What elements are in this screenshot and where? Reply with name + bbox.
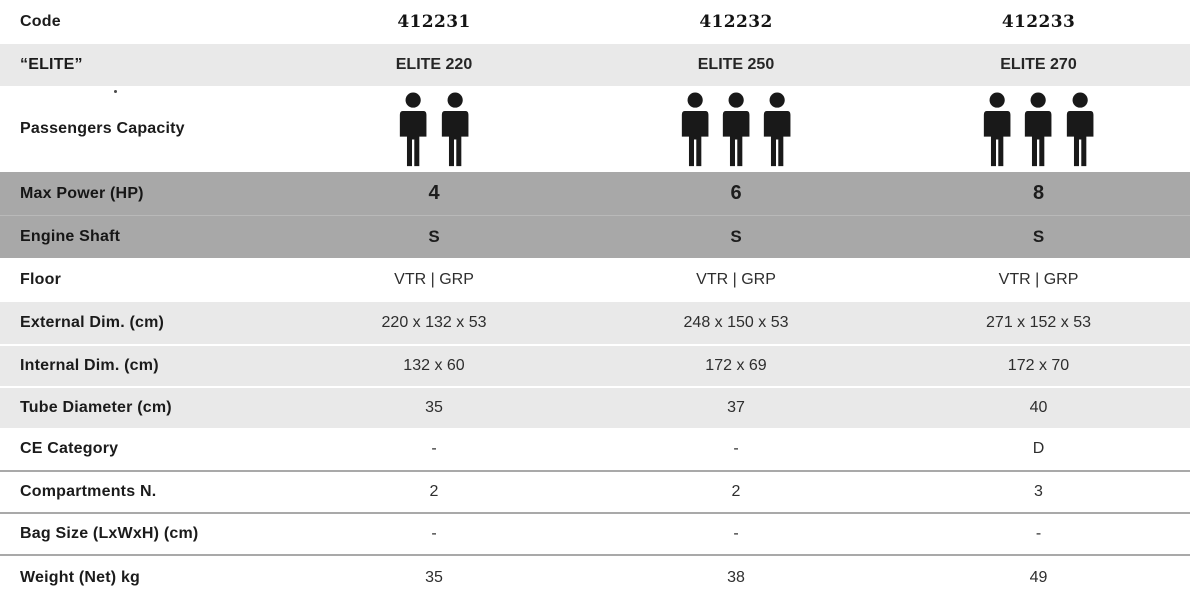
floor-value-col2: VTR | GRP xyxy=(696,271,776,288)
floor-value-col1: VTR | GRP xyxy=(394,271,474,288)
tube-diameter-value-col2: 37 xyxy=(727,399,745,416)
table-row-bag-size: Bag Size (LxWxH) (cm) - - - xyxy=(0,512,1190,554)
ce-category-value-col1: - xyxy=(431,440,437,457)
compartments-value-col3: 3 xyxy=(1034,483,1043,500)
passenger-person-icon xyxy=(761,92,793,168)
row-label-model: “ELITE” xyxy=(20,56,83,73)
floor-value-col3: VTR | GRP xyxy=(998,271,1079,288)
compartments-value-col2: 2 xyxy=(731,483,741,500)
table-row-model: “ELITE” ELITE 220 ELITE 250 ELITE 270 xyxy=(0,44,1190,86)
stray-dot-artifact xyxy=(114,90,117,93)
weight-value-col1: 35 xyxy=(425,568,443,586)
weight-value-col3: 49 xyxy=(1029,568,1048,586)
table-row-tube-diameter: Tube Diameter (cm) 35 37 40 xyxy=(0,386,1190,428)
table-row-floor: Floor VTR | GRP VTR | GRP VTR | GRP xyxy=(0,258,1190,302)
code-value-col1: 412231 xyxy=(397,12,471,32)
engine-shaft-value-col3: S xyxy=(1032,227,1045,246)
compartments-value-col1: 2 xyxy=(429,483,439,500)
engine-shaft-value-col1: S xyxy=(428,227,440,246)
row-label-external-dim: External Dim. (cm) xyxy=(20,314,165,331)
row-label-ce-category: CE Category xyxy=(20,440,119,457)
passenger-person-icon xyxy=(1022,92,1054,168)
passengers-icons-col1 xyxy=(283,86,585,172)
max-power-value-col1: 4 xyxy=(428,182,440,204)
row-label-tube-diameter: Tube Diameter (cm) xyxy=(20,399,172,416)
passenger-person-icon xyxy=(679,92,711,168)
passenger-person-icon xyxy=(439,92,471,168)
ce-category-value-col2: - xyxy=(733,440,739,457)
engine-shaft-value-col2: S xyxy=(730,227,742,246)
code-value-col2: 412232 xyxy=(699,12,773,32)
model-value-col2: ELITE 250 xyxy=(697,56,775,73)
code-value-col3: 412233 xyxy=(1001,12,1076,32)
passenger-person-icon xyxy=(720,92,752,168)
max-power-value-col3: 8 xyxy=(1032,182,1045,204)
table-row-weight: Weight (Net) kg 35 38 49 xyxy=(0,554,1190,599)
ce-category-value-col3: D xyxy=(1032,440,1045,457)
passengers-icons-col3 xyxy=(887,86,1190,172)
table-row-ce-category: CE Category - - D xyxy=(0,428,1190,470)
internal-dim-value-col3: 172 x 70 xyxy=(1007,357,1070,374)
external-dim-value-col2: 248 x 150 x 53 xyxy=(683,314,789,331)
row-label-code: Code xyxy=(20,13,61,30)
passengers-icons-col2 xyxy=(585,86,887,172)
model-value-col1: ELITE 220 xyxy=(395,56,473,73)
table-row-external-dim: External Dim. (cm) 220 x 132 x 53 248 x … xyxy=(0,302,1190,344)
bag-size-value-col2: - xyxy=(733,525,739,542)
tube-diameter-value-col3: 40 xyxy=(1029,399,1048,416)
passenger-person-icon xyxy=(981,92,1013,168)
row-label-weight: Weight (Net) kg xyxy=(20,568,141,586)
passenger-person-icon xyxy=(397,92,429,168)
weight-value-col2: 38 xyxy=(727,568,745,586)
internal-dim-value-col2: 172 x 69 xyxy=(705,357,767,374)
table-row-max-power: Max Power (HP) 4 6 8 xyxy=(0,172,1190,215)
row-label-compartments: Compartments N. xyxy=(20,483,157,500)
row-label-bag-size: Bag Size (LxWxH) (cm) xyxy=(20,525,199,542)
bag-size-value-col3: - xyxy=(1035,525,1042,542)
passenger-person-icon xyxy=(1064,92,1096,168)
row-label-max-power: Max Power (HP) xyxy=(20,184,144,202)
table-row-engine-shaft: Engine Shaft S S S xyxy=(0,215,1190,258)
table-row-compartments: Compartments N. 2 2 3 xyxy=(0,470,1190,512)
external-dim-value-col3: 271 x 152 x 53 xyxy=(986,314,1091,331)
row-label-engine-shaft: Engine Shaft xyxy=(20,228,121,245)
row-label-floor: Floor xyxy=(20,271,61,288)
model-value-col3: ELITE 270 xyxy=(1000,56,1077,73)
row-label-passengers: Passengers Capacity xyxy=(20,120,185,137)
external-dim-value-col1: 220 x 132 x 53 xyxy=(381,314,487,331)
table-row-code: Code 412231 412232 412233 xyxy=(0,0,1190,44)
row-label-internal-dim: Internal Dim. (cm) xyxy=(20,357,159,374)
bag-size-value-col1: - xyxy=(431,525,437,542)
internal-dim-value-col1: 132 x 60 xyxy=(403,357,465,374)
tube-diameter-value-col1: 35 xyxy=(425,399,443,416)
table-row-internal-dim: Internal Dim. (cm) 132 x 60 172 x 69 172… xyxy=(0,344,1190,386)
max-power-value-col2: 6 xyxy=(730,182,742,204)
table-row-passengers: Passengers Capacity xyxy=(0,86,1190,172)
